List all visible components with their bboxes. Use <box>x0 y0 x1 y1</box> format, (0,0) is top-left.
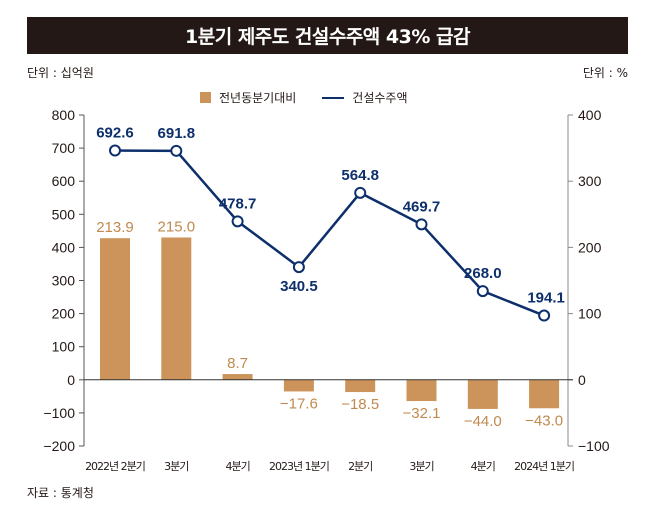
line-data-label: 692.6 <box>96 125 134 142</box>
bar-data-label: −32.1 <box>403 405 441 422</box>
left-tick-label: 100 <box>52 339 76 355</box>
category-label: 3분기 <box>164 460 188 473</box>
line-data-label: 691.8 <box>158 125 196 142</box>
legend-line-label: 건설수주액 <box>352 91 408 105</box>
left-tick-label: 400 <box>52 239 76 255</box>
source-note: 자료 : 통계청 <box>27 486 94 500</box>
category-label: 2022년 2분기 <box>85 460 145 473</box>
left-tick-label: 0 <box>67 372 75 388</box>
line-data-label: 194.1 <box>527 290 565 307</box>
bar-data-label: 8.7 <box>227 355 248 372</box>
line-point <box>109 144 121 157</box>
legend-bar-label: 전년동분기대비 <box>219 91 297 105</box>
right-tick-label: −100 <box>578 438 610 454</box>
left-tick-label: 800 <box>52 107 76 123</box>
bar <box>283 379 314 392</box>
line-point <box>354 186 367 199</box>
legend-line-swatch <box>322 96 345 99</box>
line-data-label: 478.7 <box>219 195 257 212</box>
line-data-label: 564.8 <box>341 167 379 184</box>
bar <box>345 379 376 393</box>
legend-bar-swatch <box>200 92 211 103</box>
right-axis-unit: 단위 : % <box>582 66 628 80</box>
bar-data-label: −17.6 <box>280 395 318 412</box>
bar <box>467 379 498 409</box>
chart-title: 1분기 제주도 건설수주액 43% 급감 <box>27 17 628 54</box>
bar <box>222 374 253 380</box>
left-tick-label: 200 <box>52 306 76 322</box>
line-point <box>538 309 551 322</box>
category-label: 2분기 <box>348 460 372 473</box>
line-data-label: 340.5 <box>280 278 318 295</box>
line-point <box>231 215 244 228</box>
right-tick-label: 400 <box>578 107 602 123</box>
right-tick-label: 100 <box>578 306 602 322</box>
bar <box>161 237 192 380</box>
left-tick-label: 500 <box>52 206 76 222</box>
line-series <box>114 149 545 317</box>
right-tick-label: 200 <box>578 239 602 255</box>
category-label: 4분기 <box>471 460 495 473</box>
bar <box>100 238 130 380</box>
line-data-label: 268.0 <box>464 265 502 282</box>
bar-data-label: 215.0 <box>158 218 196 235</box>
category-label: 3분기 <box>409 460 433 473</box>
right-tick-label: 300 <box>578 173 602 189</box>
category-label: 2024년 1분기 <box>514 460 574 473</box>
line-point <box>292 261 305 274</box>
bar-data-label: −43.0 <box>525 412 563 429</box>
left-axis-unit: 단위 : 십억원 <box>27 66 94 80</box>
legend: 전년동분기대비 건설수주액 <box>200 89 407 106</box>
bar-data-label: −44.0 <box>464 413 502 430</box>
line-point <box>170 144 183 157</box>
left-tick-label: −100 <box>43 405 75 421</box>
right-tick-label: 0 <box>578 372 586 388</box>
line-point <box>415 218 428 231</box>
left-tick-label: 300 <box>52 273 76 289</box>
category-label: 4분기 <box>225 460 249 473</box>
line-point <box>476 285 489 298</box>
bar-data-label: −18.5 <box>341 396 379 413</box>
left-tick-label: 600 <box>52 173 76 189</box>
left-tick-label: −200 <box>43 438 75 454</box>
bar-data-label: 213.9 <box>96 219 134 236</box>
bar <box>529 379 560 409</box>
category-label: 2023년 1분기 <box>269 460 329 473</box>
left-tick-label: 700 <box>52 140 76 156</box>
line-data-label: 469.7 <box>403 198 441 215</box>
bar <box>406 379 437 402</box>
